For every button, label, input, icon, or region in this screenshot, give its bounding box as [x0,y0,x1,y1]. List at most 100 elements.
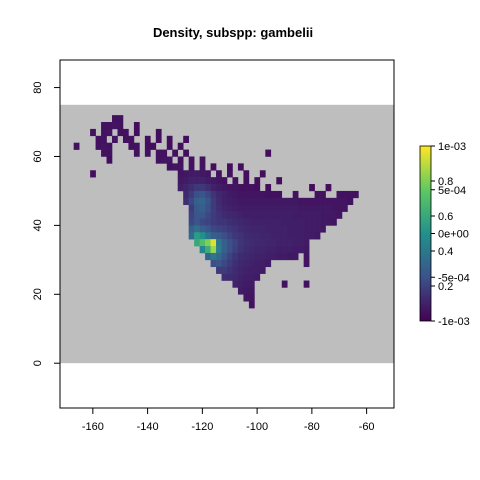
density-cell [331,218,337,226]
density-cell [172,163,179,171]
density-cell [281,252,288,261]
density-cell [248,190,255,199]
density-cell [259,170,266,178]
density-cell [221,259,228,268]
density-cell [221,177,228,185]
density-cell [133,122,140,130]
x-axis: -160 -140 -120 -100 -80 -60 [82,407,375,433]
density-cell [314,204,321,212]
density-cell [259,197,266,206]
density-cell [270,211,277,219]
density-cell [314,218,321,226]
density-cell [303,259,310,268]
density-cell [259,252,266,261]
density-cell [194,225,200,233]
density-cell [221,232,228,240]
density-cell [232,211,239,219]
y-tick-label: 60 [32,150,44,162]
density-cell [314,190,321,199]
density-cell [281,280,288,288]
density-cell [216,197,222,206]
density-cell [199,246,206,254]
density-cell [101,149,107,157]
density-cell [237,273,244,281]
density-cell [210,211,217,219]
density-cell [254,252,261,261]
legend-label: 0e+00 [438,229,469,241]
density-cell [101,142,107,150]
legend-label: 0.2 [438,281,453,293]
density-cell [265,246,272,254]
density-cell [314,211,321,219]
density-cell [331,204,337,212]
density-cell [221,225,228,233]
density-cell [287,211,294,219]
density-cell [221,211,228,219]
density-cell [265,149,272,157]
density-cell [177,163,184,171]
density-cell [237,246,244,254]
density-cell [199,225,206,233]
density-cell [298,239,304,247]
density-cell [270,225,277,233]
density-cell [309,218,315,226]
density-cell [221,273,228,281]
density-cell [188,190,195,199]
density-cell [281,225,288,233]
density-cell [254,211,261,219]
density-cell [292,218,299,226]
density-cell [166,156,173,164]
legend-label: 5e-04 [438,185,466,197]
density-cell [259,246,266,254]
x-tick-label: -160 [82,421,104,433]
density-cell [194,232,200,240]
density-cell [287,232,294,240]
density-cell [314,225,321,233]
density-cell [325,218,332,226]
density-cell [232,280,239,288]
density-cell [292,252,299,261]
density-cell [281,239,288,247]
density-cell [221,190,228,199]
density-cell [106,142,113,150]
density-cell [243,170,250,178]
density-cell [303,204,310,212]
density-cell [243,190,250,199]
density-cell [172,149,179,157]
density-cell [276,252,283,261]
density-cell [303,239,310,247]
density-cell [210,225,217,233]
density-cell [243,177,250,185]
density-cell [166,135,173,143]
density-cell [237,266,244,274]
density-cell [254,239,261,247]
density-cell [205,197,211,206]
density-cell [210,252,217,261]
density-cell [199,163,206,171]
density-cell [248,225,255,233]
density-cell [106,156,113,164]
density-cell [194,239,200,247]
density-cell [243,184,250,192]
density-cell [188,197,195,206]
density-cell [232,252,239,261]
density-cell [227,246,233,254]
density-cell [259,190,266,199]
density-cell [227,170,233,178]
density-cell [232,232,239,240]
density-cell [336,211,343,219]
density-cell [177,142,184,150]
density-cell [232,266,239,274]
density-cell [227,239,233,247]
density-cell [303,252,310,261]
density-cell [155,156,162,164]
density-cell [331,197,337,206]
density-cell [270,204,277,212]
density-cell [144,135,151,143]
density-cell [227,211,233,219]
density-cell [144,142,151,150]
density-cell [298,218,304,226]
density-cell [325,197,332,206]
density-cell [309,204,315,212]
density-cell [194,170,200,178]
